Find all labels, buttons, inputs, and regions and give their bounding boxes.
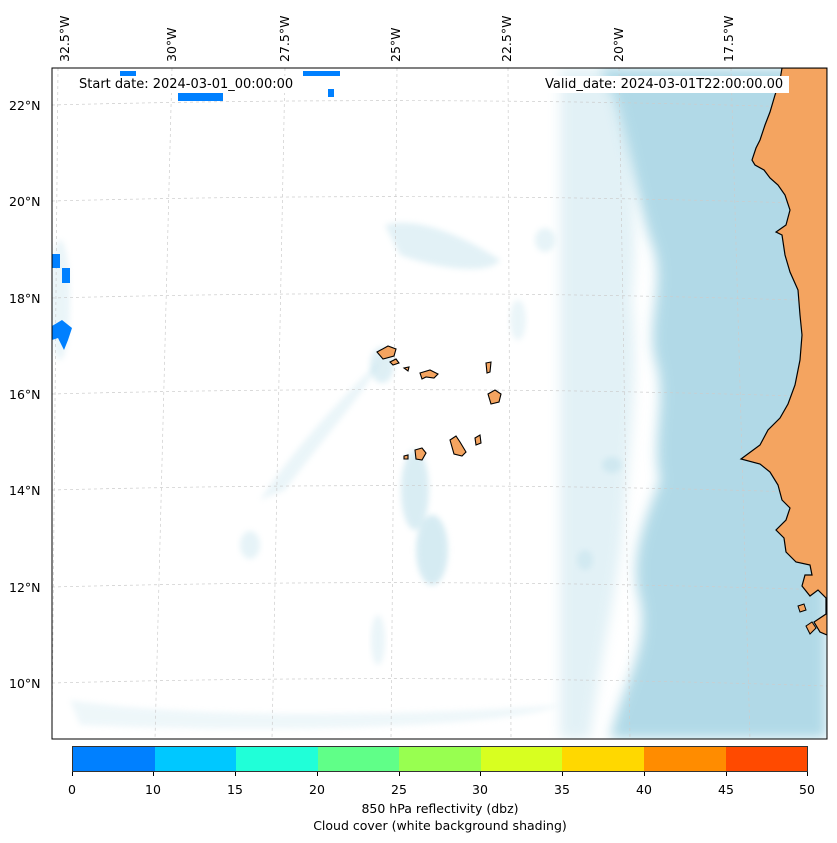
lat-label-12n: 12°N (9, 580, 41, 595)
valid-date-label: Valid_date: 2024-03-01T22:00:00.00 (539, 76, 790, 93)
echo-west-1 (52, 254, 60, 268)
colorbar-sublabel: Cloud cover (white background shading) (313, 818, 567, 833)
graticule (52, 68, 827, 739)
map-frame (51, 67, 828, 740)
lon-label-20w: 20°W (611, 27, 626, 62)
colorbar-segment-15-20 (236, 747, 318, 771)
gridline-lat-4 (52, 389, 827, 398)
lon-label-30w: 30°W (164, 27, 179, 62)
colorbar-segment-10-15 (154, 747, 237, 771)
colorbar-tick-mark (317, 772, 318, 776)
west-africa-coast (739, 68, 827, 636)
colorbar-tick-mark (399, 772, 400, 776)
cloud-patch-south (416, 515, 448, 585)
echo-west-3 (52, 320, 72, 350)
lat-label-20n: 20°N (9, 194, 41, 209)
gridline-lat-2 (52, 196, 827, 205)
colorbar-segment-20-25 (317, 747, 400, 771)
start-date-label: Start date: 2024-03-01_00:00:00 (73, 76, 300, 93)
colorbar-segment-35-40 (562, 747, 644, 771)
colorbar-tick-mark (807, 772, 808, 776)
cloud-streak-southwest (260, 360, 380, 500)
gridline-lat-3 (52, 293, 827, 302)
lon-label-32-5w: 32.5°W (57, 15, 72, 62)
colorbar-tick-mark (153, 772, 154, 776)
colorbar-tick-10: 10 (145, 782, 161, 797)
colorbar-tick-15: 15 (227, 782, 243, 797)
gridline-lat-6 (52, 582, 827, 591)
cloud-streak-north (385, 222, 500, 270)
colorbar-tick-50: 50 (799, 782, 815, 797)
island-boa-vista (487, 389, 502, 405)
colorbar-segment-0-10 (73, 747, 155, 771)
colorbar-tick-25: 25 (391, 782, 407, 797)
bijagos-island-1 (805, 621, 817, 635)
lat-label-16n: 16°N (9, 387, 41, 402)
echo-top-small (328, 89, 334, 97)
colorbar-tick-mark (644, 772, 645, 776)
echo-west-2 (62, 268, 70, 283)
colorbar-tick-0: 0 (68, 782, 76, 797)
lat-label-18n: 18°N (9, 291, 41, 306)
gridline-lon-1 (52, 68, 59, 739)
colorbar-tick-mark (562, 772, 563, 776)
echo-top-left-1 (120, 71, 136, 77)
island-fogo (414, 447, 427, 461)
island-maio (474, 434, 482, 446)
cloud-haze-east (560, 68, 635, 739)
colorbar-tick-45: 45 (718, 782, 734, 797)
lon-label-17-5w: 17.5°W (721, 15, 736, 62)
cloud-patch-small-3 (535, 228, 555, 252)
lon-label-27-5w: 27.5°W (277, 15, 292, 62)
cloud-patch-small-4 (510, 300, 526, 340)
lon-label-22-5w: 22.5°W (499, 15, 514, 62)
cloud-patch-small-2 (602, 457, 622, 473)
cloud-patch-small-1 (240, 531, 260, 559)
gridline-lat-1 (52, 100, 827, 109)
colorbar-segment-45-50 (725, 747, 808, 771)
colorbar-label: 850 hPa reflectivity (dbz) (361, 801, 519, 816)
gridline-lon-5 (507, 68, 512, 739)
gridline-lat-5 (52, 485, 827, 494)
colorbar-tick-30: 30 (472, 782, 488, 797)
cloud-streak-bottom (70, 700, 560, 729)
colorbar-segment-25-30 (399, 747, 481, 771)
colorbar-segment-30-35 (480, 747, 563, 771)
colorbar (72, 746, 808, 772)
colorbar-tick-40: 40 (636, 782, 652, 797)
cloud-patch-small-5 (577, 550, 593, 570)
island-sao-nicolau (419, 369, 439, 380)
gridline-lon-4 (390, 68, 398, 739)
colorbar-tick-mark (72, 772, 73, 776)
colorbar-tick-mark (235, 772, 236, 776)
colorbar-tick-mark (726, 772, 727, 776)
cloud-patch-fogo (401, 450, 429, 530)
lat-label-14n: 14°N (9, 483, 41, 498)
lat-label-22n: 22°N (9, 98, 41, 113)
island-sao-vicente (389, 358, 400, 366)
lat-label-10n: 10°N (9, 676, 41, 691)
colorbar-tick-35: 35 (554, 782, 570, 797)
island-brava (403, 454, 409, 460)
colorbar-segment-40-45 (643, 747, 726, 771)
cloud-patch-south-2 (371, 615, 385, 665)
cape-verde-islands (376, 345, 502, 461)
gridline-lon-2 (154, 68, 173, 739)
island-santo-antao (376, 345, 397, 360)
gridline-lon-3 (271, 68, 286, 739)
bijagos-island-2 (797, 603, 807, 613)
island-santiago (449, 435, 467, 457)
echo-top-center (303, 71, 340, 76)
gridline-lat-7 (52, 678, 827, 687)
island-sal (485, 361, 492, 374)
colorbar-tick-mark (480, 772, 481, 776)
lon-label-25w: 25°W (388, 27, 403, 62)
cloud-band-east (600, 68, 827, 739)
colorbar-tick-20: 20 (309, 782, 325, 797)
gridline-lon-6 (618, 68, 631, 739)
gridline-lon-7 (730, 68, 751, 739)
island-santa-luzia (402, 366, 410, 372)
